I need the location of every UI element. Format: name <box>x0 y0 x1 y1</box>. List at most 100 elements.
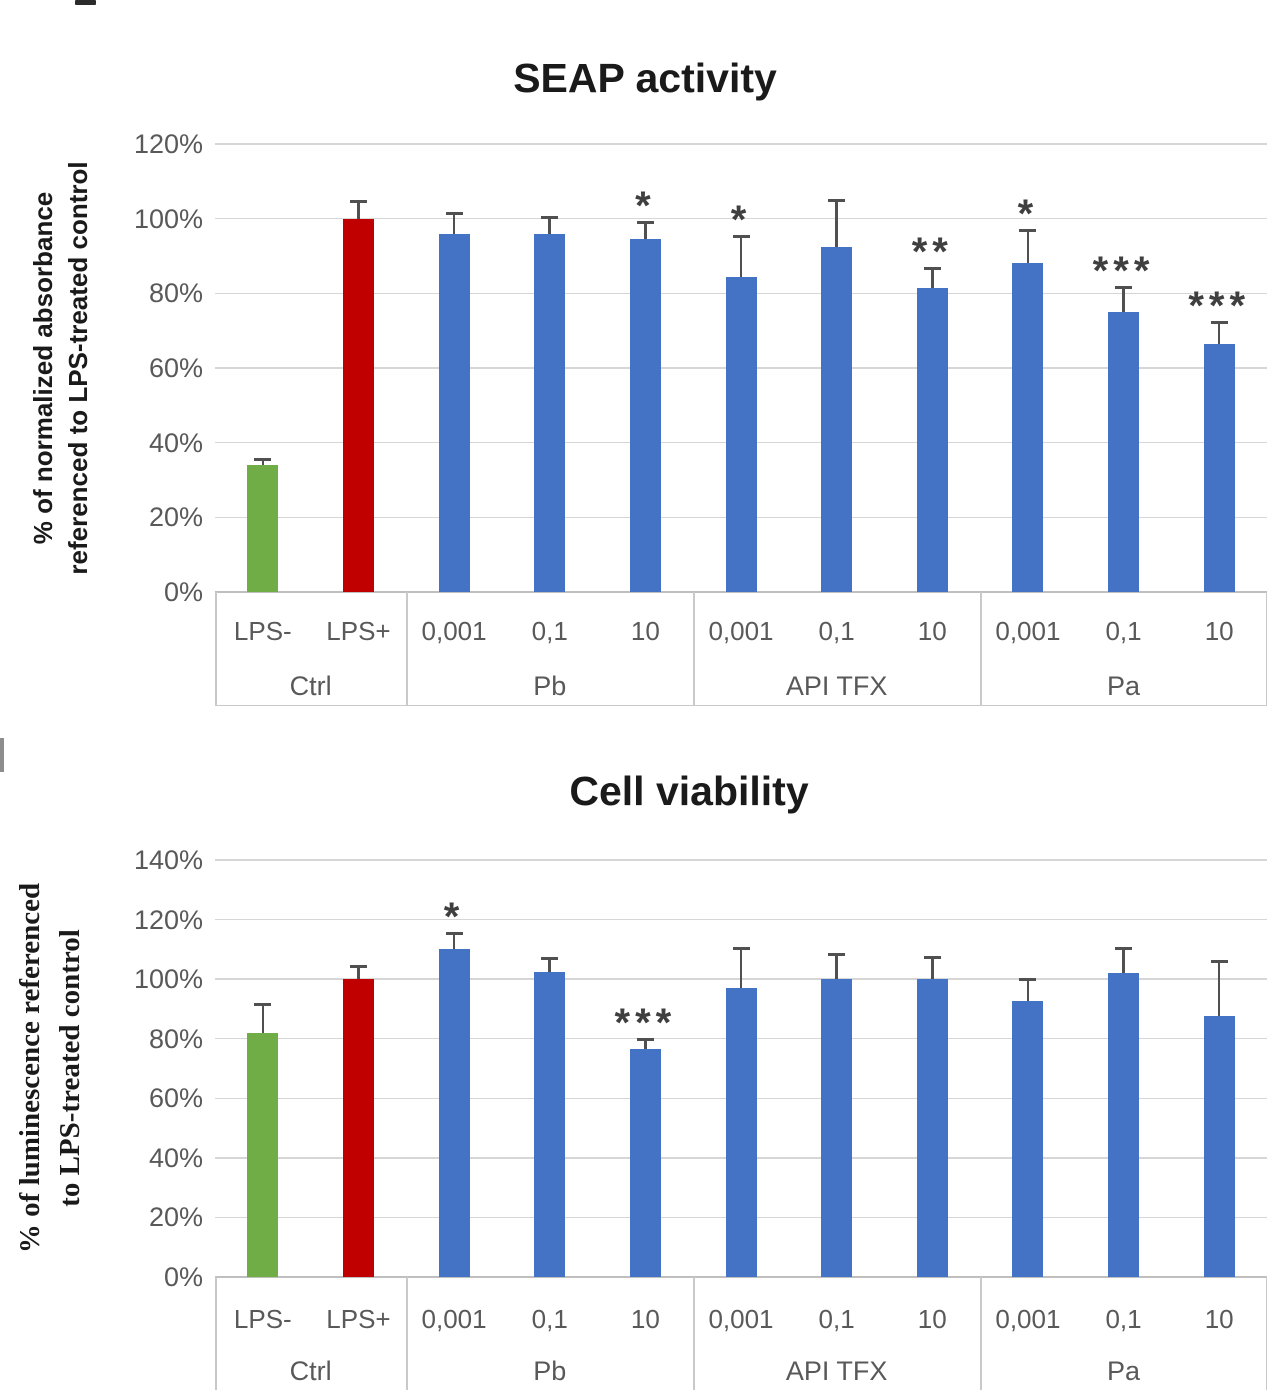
error-bar-cap <box>1210 321 1228 325</box>
y-tick-label: 40% <box>148 427 203 458</box>
axis-box-bottom-border <box>215 704 1267 706</box>
error-bar-cap <box>541 215 559 219</box>
sig-stars: ** <box>911 230 953 275</box>
x-tick-label: 0,001 <box>995 616 1061 646</box>
error-bar-cap <box>1210 960 1228 964</box>
x-tick-label: 10 <box>1204 1304 1234 1334</box>
group-label: Pa <box>1107 671 1141 701</box>
error-bar-cap <box>1019 228 1037 232</box>
x-axis-line <box>215 591 1267 593</box>
error-bar-cap <box>1115 946 1133 950</box>
sig-stars: *** <box>614 1000 677 1045</box>
error-bar-line <box>739 947 743 989</box>
error-bar-cap <box>732 235 750 239</box>
error-bar-line <box>835 953 838 980</box>
x-tick-label: 0,001 <box>421 1304 487 1334</box>
axis-box-divider <box>980 592 982 706</box>
x-tick-label: 0,1 <box>1105 1304 1142 1334</box>
bar <box>1108 312 1140 592</box>
error-bar-line <box>1026 979 1030 1002</box>
group-label: Ctrl <box>289 671 332 701</box>
x-tick-label: 10 <box>917 616 947 646</box>
y-tick-label: 120% <box>133 129 203 159</box>
x-tick-label: 0,1 <box>818 616 855 646</box>
y-tick-label: 60% <box>148 1083 203 1114</box>
gridline <box>215 143 1267 145</box>
bar <box>534 971 566 1277</box>
y-tick-label: 40% <box>148 1142 203 1173</box>
group-label: Ctrl <box>289 1356 332 1386</box>
error-bar-cap <box>349 965 367 969</box>
error-bar-line <box>1026 229 1030 264</box>
y-tick-label: 60% <box>148 353 203 383</box>
error-bar-cap <box>636 1037 654 1041</box>
sig-stars: * <box>443 894 465 939</box>
x-tick-label: LPS+ <box>326 1304 391 1334</box>
y-tick-label: 100% <box>133 203 203 234</box>
error-bar-line <box>357 966 360 980</box>
x-axis-line <box>215 1276 1267 1278</box>
y-tick-label: 100% <box>133 964 203 995</box>
error-bar-cap <box>828 199 846 202</box>
bar <box>438 233 470 592</box>
error-bar-cap <box>636 221 654 225</box>
error-bar-cap <box>445 931 463 935</box>
bar <box>916 979 948 1277</box>
y-tick-label: 0% <box>163 577 203 607</box>
error-bar-cap <box>1115 286 1133 290</box>
group-label: Pb <box>533 1356 567 1386</box>
bar <box>438 949 470 1277</box>
error-bar-line <box>835 200 838 247</box>
error-bar-line <box>1217 322 1221 344</box>
bar <box>1108 973 1140 1277</box>
x-tick-label: 0,001 <box>708 1304 774 1334</box>
bar <box>916 287 948 592</box>
x-tick-label: 10 <box>1204 616 1234 646</box>
chart-title-viability: Cell viability <box>569 768 809 814</box>
y-tick-label: 80% <box>148 278 203 309</box>
error-bar-cap <box>923 955 941 959</box>
error-bar-line <box>452 932 456 950</box>
error-bar-line <box>357 201 360 219</box>
error-bar-cap <box>254 458 272 462</box>
axis-box-divider <box>215 592 217 706</box>
panel-label-b-cropped <box>0 738 4 772</box>
y-tick-label: 20% <box>148 502 203 533</box>
axis-box-divider <box>406 592 408 706</box>
sig-stars: * <box>635 184 656 229</box>
x-tick-label: 0,1 <box>818 1304 855 1334</box>
error-bar-line <box>1122 287 1125 312</box>
error-bar-line <box>261 1004 265 1033</box>
x-tick-label: LPS- <box>233 1304 292 1334</box>
x-tick-label: 0,1 <box>531 1304 568 1334</box>
y-tick-label: 120% <box>133 904 203 935</box>
error-bar-line <box>739 236 743 277</box>
error-bar-cap <box>445 212 463 216</box>
bar <box>1012 1001 1044 1277</box>
error-bar-cap <box>732 946 750 950</box>
panel-label-a-cropped <box>75 0 96 5</box>
bar <box>342 218 374 592</box>
x-tick-label: LPS- <box>233 616 292 646</box>
error-bar-line <box>261 459 265 466</box>
error-bar-line <box>931 268 934 288</box>
group-label: API TFX <box>785 1356 888 1386</box>
bar <box>1012 263 1044 592</box>
x-tick-label: 0,001 <box>995 1304 1061 1334</box>
axis-box-divider <box>215 1277 217 1390</box>
gridline <box>215 859 1267 861</box>
sig-stars: * <box>1017 191 1039 236</box>
group-label: API TFX <box>785 671 888 701</box>
group-label: Pa <box>1107 1356 1141 1386</box>
error-bar-line <box>1217 961 1221 1017</box>
axis-box-divider <box>1265 1277 1267 1390</box>
gridline <box>215 918 1267 921</box>
bar <box>247 465 279 592</box>
error-bar-cap <box>349 200 367 204</box>
x-tick-label: 0,1 <box>1105 616 1142 646</box>
group-label: Pb <box>533 671 567 701</box>
y-tick-label: 0% <box>163 1262 203 1292</box>
